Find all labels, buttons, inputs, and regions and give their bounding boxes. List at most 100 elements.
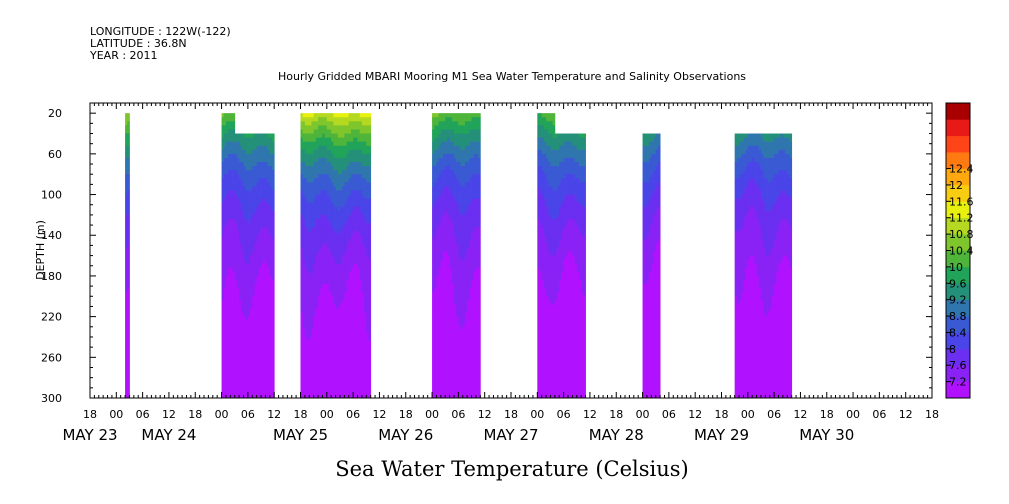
contour-cell: [353, 312, 356, 318]
contour-cell: [460, 377, 464, 383]
contour-cell: [307, 288, 310, 293]
contour-cell: [320, 239, 323, 244]
contour-cell: [326, 316, 330, 322]
contour-cell: [267, 349, 271, 354]
contour-cell: [329, 157, 332, 163]
contour-cell: [443, 365, 446, 370]
contour-cell: [346, 336, 350, 342]
contour-cell: [359, 125, 363, 130]
contour-cell: [359, 381, 363, 387]
contour-cell: [451, 336, 455, 342]
contour-cell: [228, 389, 231, 395]
contour-cell: [225, 137, 229, 143]
contour-cell: [320, 141, 323, 147]
contour-cell: [460, 304, 464, 309]
contour-cell: [333, 153, 336, 159]
contour-cell: [307, 141, 310, 147]
contour-cell: [302, 153, 306, 159]
contour-cell: [453, 231, 457, 236]
contour-cell: [125, 369, 128, 374]
contour-cell: [329, 292, 332, 297]
contour-cell: [342, 223, 345, 228]
contour-cell: [443, 239, 446, 244]
contour-cell: [258, 214, 262, 220]
contour-cell: [357, 357, 361, 362]
contour-cell: [350, 263, 354, 269]
contour-cell: [353, 365, 356, 370]
contour-cell: [263, 178, 266, 183]
contour-cell: [348, 117, 352, 122]
contour-cell: [350, 341, 354, 346]
contour-cell: [311, 357, 315, 362]
contour-cell: [267, 186, 271, 191]
contour-cell: [333, 202, 336, 208]
contour-cell: [304, 255, 308, 261]
contour-cell: [436, 263, 440, 269]
contour-cell: [456, 218, 459, 224]
contour-cell: [239, 361, 242, 366]
contour-cell: [355, 377, 358, 383]
contour-cell: [300, 214, 304, 220]
contour-cell: [353, 316, 356, 322]
contour-cell: [256, 316, 260, 322]
contour-cell: [445, 190, 448, 195]
contour-cell: [361, 255, 365, 261]
contour-cell: [339, 255, 343, 261]
contour-cell: [269, 365, 273, 370]
contour-cell: [232, 210, 236, 216]
contour-cell: [453, 393, 457, 398]
contour-cell: [258, 190, 262, 195]
contour-cell: [337, 369, 341, 374]
contour-cell: [318, 389, 321, 395]
contour-cell: [236, 304, 240, 309]
year-label: YEAR : 2011: [89, 49, 158, 62]
contour-cell: [245, 157, 249, 163]
contour-cell: [458, 365, 461, 370]
contour-cell: [355, 141, 358, 147]
contour-cell: [267, 389, 271, 395]
contour-cell: [263, 393, 266, 398]
contour-cell: [245, 223, 249, 228]
contour-cell: [355, 341, 358, 346]
contour-cell: [329, 389, 332, 395]
contour-cell: [364, 275, 367, 281]
contour-cell: [366, 316, 369, 322]
contour-cell: [302, 121, 306, 126]
contour-cell: [350, 214, 354, 220]
contour-cell: [300, 149, 304, 155]
contour-cell: [300, 251, 304, 256]
contour-cell: [304, 231, 308, 236]
contour-cell: [324, 239, 328, 244]
contour-cell: [125, 243, 128, 248]
contour-cell: [256, 369, 260, 374]
contour-cell: [348, 247, 352, 252]
contour-cell: [364, 320, 367, 326]
contour-cell: [311, 113, 315, 118]
contour-cell: [364, 389, 367, 395]
contour-cell: [432, 206, 435, 212]
contour-cell: [309, 210, 312, 216]
contour-cell: [254, 166, 258, 171]
contour-cell: [432, 308, 435, 313]
contour-cell: [335, 133, 339, 138]
contour-cell: [359, 174, 363, 179]
contour-cell: [258, 365, 262, 370]
contour-cell: [449, 389, 453, 395]
contour-cell: [320, 369, 323, 374]
contour-cell: [304, 369, 308, 374]
contour-cell: [451, 341, 455, 346]
contour-cell: [315, 349, 319, 354]
contour-cell: [337, 292, 341, 297]
contour-cell: [269, 349, 273, 354]
contour-cell: [333, 227, 336, 232]
contour-cell: [445, 312, 448, 318]
contour-cell: [436, 288, 440, 293]
contour-cell: [451, 214, 455, 220]
contour-cell: [239, 312, 242, 318]
contour-cell: [239, 141, 242, 147]
contour-cell: [223, 393, 227, 398]
contour-cell: [241, 284, 244, 289]
contour-cell: [250, 385, 253, 391]
contour-cell: [318, 247, 321, 252]
contour-cell: [313, 137, 317, 143]
